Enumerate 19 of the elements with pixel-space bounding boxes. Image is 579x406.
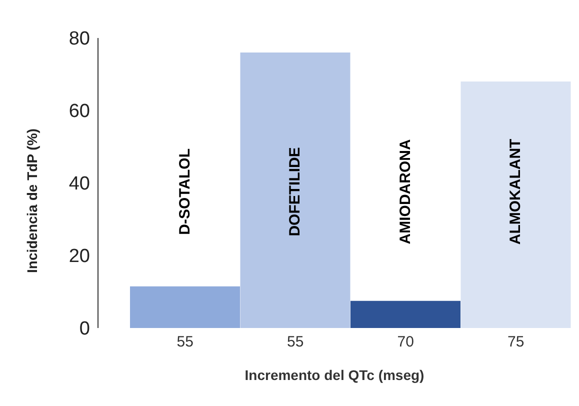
annotation: ALMOKALANT — [507, 138, 524, 245]
bar — [350, 300, 460, 328]
x-axis-title: Incremento del QTc (mseg) — [244, 367, 424, 383]
x-tick-label: 70 — [397, 334, 414, 351]
x-tick-label: 55 — [287, 334, 304, 351]
y-tick-label: 60 — [68, 101, 90, 122]
bar — [130, 286, 240, 328]
annotation: AMIODARONA — [397, 139, 414, 244]
y-tick-label: 0 — [79, 318, 90, 340]
annotation: D-SOTALOL — [176, 148, 194, 235]
y-tick-label: 20 — [68, 246, 90, 268]
annotation: DOFETILIDE — [286, 147, 304, 236]
x-tick-label: 75 — [508, 334, 524, 351]
x-tick-label: 55 — [176, 334, 194, 351]
y-tick-label: 40 — [68, 174, 90, 195]
y-axis-title: Incidencia de TdP (%) — [24, 128, 40, 273]
bar — [460, 82, 571, 328]
y-tick-label: 80 — [68, 28, 90, 50]
bar — [240, 52, 350, 328]
